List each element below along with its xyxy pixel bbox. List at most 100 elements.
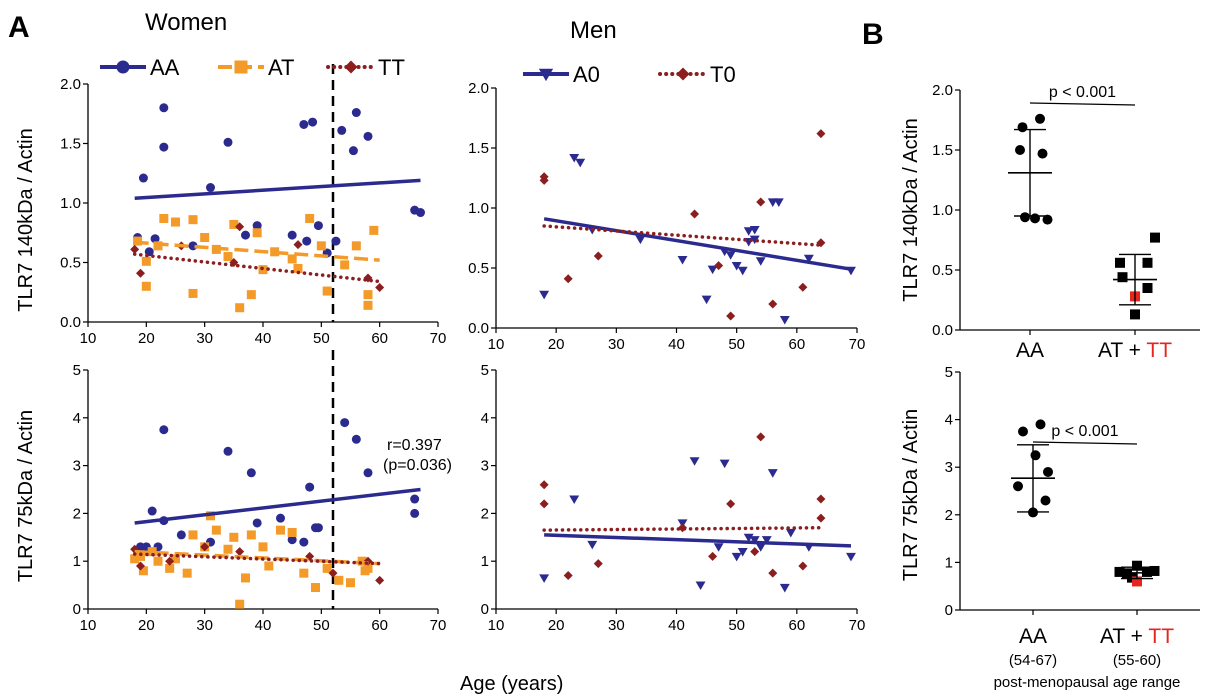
- women140-point-at: [141, 281, 151, 291]
- women140-point-aa: [308, 117, 318, 127]
- women140-point-at: [363, 290, 373, 300]
- men140-x-tick-label: 60: [788, 336, 805, 353]
- men140-point-t0: [563, 274, 573, 284]
- men140-y-tick-label: 0.0: [468, 320, 489, 337]
- women75-point-tt: [375, 575, 385, 585]
- men140-x-tick-label: 50: [728, 336, 745, 353]
- men140-point-a0: [737, 266, 748, 276]
- women140-x-tick-label: 30: [196, 330, 213, 347]
- women140-point-aa: [351, 108, 361, 118]
- women140-point-at: [351, 241, 361, 251]
- men75-point-t0: [768, 568, 778, 578]
- b140-point-at-tt: [1130, 309, 1140, 320]
- women75-point-at: [334, 575, 344, 585]
- women75-x-tick-label: 20: [138, 617, 155, 634]
- women140-x-tick-label: 60: [371, 330, 388, 347]
- b75-y-tick-label: 3: [945, 459, 953, 476]
- women75-point-aa: [147, 506, 157, 516]
- women140-point-aa: [299, 119, 309, 129]
- women75-point-at: [276, 525, 285, 535]
- b140-y-tick-label: 0.5: [932, 262, 953, 279]
- men140-point-a0: [731, 262, 742, 271]
- men75-point-t0: [756, 432, 766, 442]
- b75-y-tick-label: 5: [945, 364, 953, 381]
- women140-point-aa: [252, 221, 262, 231]
- women140-point-tt: [235, 222, 245, 232]
- women75-point-at: [147, 547, 157, 557]
- men75-point-t0: [539, 499, 549, 509]
- men75-point-a0: [689, 457, 700, 466]
- men140-point-a0: [749, 235, 760, 245]
- women140-point-aa: [206, 183, 215, 193]
- women75-point-aa: [305, 482, 315, 492]
- women75-point-aa: [276, 513, 285, 523]
- men140-point-a0: [575, 158, 586, 168]
- men140-point-t0: [726, 311, 736, 321]
- women75-point-at: [171, 554, 180, 564]
- women75-point-aa: [176, 530, 186, 540]
- b75-point-aa: [1040, 495, 1051, 506]
- b140-y-tick-label: 1.0: [932, 202, 953, 219]
- women140-point-aa: [337, 125, 347, 135]
- women140-x-tick-label: 40: [255, 330, 272, 347]
- men140-point-t0: [690, 209, 700, 219]
- women140-point-at: [200, 233, 210, 243]
- women75-point-tt: [165, 556, 175, 566]
- men75-point-a0: [695, 581, 706, 591]
- b140-point-aa: [1020, 212, 1030, 223]
- women140-point-at: [246, 290, 256, 300]
- women75-point-at: [246, 530, 256, 540]
- women140-point-at: [235, 303, 245, 313]
- b-range-at: (55-60): [1113, 652, 1161, 669]
- men140-point-t0: [798, 282, 808, 292]
- men140-legend-label-t0: T0: [710, 62, 736, 87]
- women140-y-tick-label: 0.5: [60, 255, 81, 272]
- men75-x-tick-label: 40: [668, 617, 685, 634]
- women75-point-at: [363, 563, 373, 573]
- men75-point-a0: [767, 469, 778, 478]
- y-axis-label-b-140: TLR7 140kDa / Actin: [900, 118, 922, 301]
- women75-point-aa: [299, 537, 309, 547]
- women140-point-tt: [136, 268, 145, 278]
- women75-point-aa: [363, 468, 373, 478]
- women140-x-tick-label: 70: [430, 330, 447, 347]
- b140-point-aa: [1042, 214, 1053, 225]
- y-axis-label-b-75: TLR7 75kDa / Actin: [900, 409, 922, 581]
- women75-point-tt: [328, 568, 338, 578]
- women140-point-at: [171, 217, 180, 227]
- women140-legend-label-aa: AA: [150, 55, 180, 80]
- women140-point-tt: [293, 240, 303, 250]
- men140-point-t0: [768, 299, 778, 309]
- men75-point-t0: [798, 561, 808, 571]
- b140-p-value: p < 0.001: [1049, 84, 1116, 101]
- women75-x-tick-label: 30: [196, 617, 213, 634]
- women75-x-tick-label: 40: [255, 617, 272, 634]
- women75-point-at: [136, 551, 145, 561]
- women75-fit-aa: [134, 487, 421, 525]
- men140-point-a0: [725, 251, 736, 260]
- men75-point-t0: [750, 547, 760, 557]
- b-bottom-cat-tt-part: TT: [1148, 625, 1174, 648]
- men75-y-tick-label: 2: [481, 505, 489, 522]
- men75-point-a0: [731, 552, 742, 562]
- women75-point-at: [211, 525, 221, 535]
- women75-point-tt: [136, 561, 145, 571]
- men140-x-tick-label: 70: [849, 336, 866, 353]
- men75-x-tick-label: 70: [849, 617, 866, 634]
- women75-x-tick-label: 50: [313, 617, 330, 634]
- men75-x-tick-label: 50: [728, 617, 745, 634]
- men75-point-a0: [587, 540, 598, 550]
- b75-significance-bracket: [1032, 441, 1138, 445]
- men75-x-tick-label: 20: [548, 617, 565, 634]
- women75-y-tick-label: 4: [73, 410, 81, 427]
- women75-point-at: [299, 568, 309, 578]
- women140-legend-marker-aa: [116, 60, 130, 74]
- women140-point-at: [369, 225, 379, 235]
- men75-point-a0: [737, 548, 748, 557]
- women140-point-at: [223, 252, 233, 262]
- men75-point-a0: [743, 533, 754, 543]
- women140-point-at: [316, 241, 326, 251]
- b75-point-at-tt: [1132, 560, 1142, 571]
- men140-point-a0: [569, 154, 580, 163]
- annotation-p: (p=0.036): [383, 457, 452, 474]
